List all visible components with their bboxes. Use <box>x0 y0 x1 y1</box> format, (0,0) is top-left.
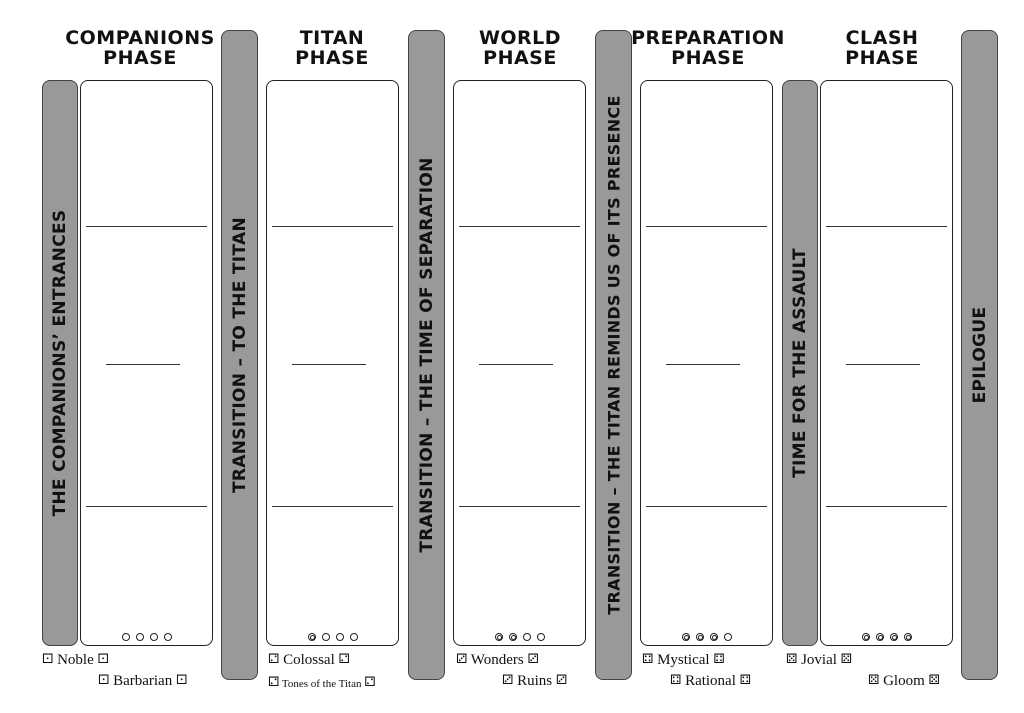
filled-circle-icon <box>903 633 912 641</box>
empty-circle-icon <box>149 633 158 641</box>
die-five-icon: ⚄ <box>868 673 880 688</box>
divider <box>666 364 740 365</box>
divider <box>272 226 393 227</box>
progress-circles <box>267 633 398 641</box>
tone-rational: ⚃ Rational ⚃ <box>670 673 751 689</box>
die-four-icon: ⚃ <box>713 652 725 667</box>
tone-jovial: ⚄ Jovial ⚄ <box>786 652 852 668</box>
empty-circle-icon <box>163 633 172 641</box>
phase-title-companions: Companions Phase <box>65 27 215 69</box>
panel-preparation <box>640 80 773 646</box>
tone-mystical: ⚃ Mystical ⚃ <box>642 652 725 668</box>
tone-ruins: ⚂ Ruins ⚂ <box>502 673 568 689</box>
filled-circle-icon <box>889 633 898 641</box>
die-two-icon: ⚁ <box>268 675 280 690</box>
die-two-icon: ⚁ <box>338 652 350 667</box>
tone-wonders: ⚂ Wonders ⚂ <box>456 652 539 668</box>
die-two-icon: ⚁ <box>268 652 280 667</box>
phase-title-clash: Clash Phase <box>845 27 919 69</box>
tone-colossal: ⚁ Colossal ⚁ <box>268 652 350 668</box>
empty-circle-icon <box>522 633 531 641</box>
die-four-icon: ⚃ <box>642 652 654 667</box>
empty-circle-icon <box>121 633 130 641</box>
bar-label: Epilogue <box>969 306 990 404</box>
divider <box>459 226 580 227</box>
filled-circle-icon <box>307 633 316 641</box>
die-five-icon: ⚄ <box>786 652 798 667</box>
divider <box>272 506 393 507</box>
divider <box>826 226 947 227</box>
bar-label: Time for the Assault <box>790 248 810 478</box>
divider <box>86 226 207 227</box>
phase-title-titan: Titan Phase <box>295 27 369 69</box>
progress-circles <box>641 633 772 641</box>
panel-clash <box>820 80 953 646</box>
divider <box>292 364 366 365</box>
die-three-icon: ⚂ <box>502 673 514 688</box>
divider <box>826 506 947 507</box>
die-five-icon: ⚄ <box>928 673 940 688</box>
empty-circle-icon <box>723 633 732 641</box>
bar-transition-separation: Transition – The Time of Separation <box>408 30 445 680</box>
divider <box>86 506 207 507</box>
bar-label: The Companions’ Entrances <box>50 209 70 517</box>
progress-circles <box>821 633 952 641</box>
panel-companions <box>80 80 213 646</box>
die-one-icon: ⚀ <box>97 652 109 667</box>
filled-circle-icon <box>709 633 718 641</box>
die-four-icon: ⚃ <box>670 673 682 688</box>
phase-title-world: World Phase <box>478 27 562 69</box>
die-three-icon: ⚂ <box>527 652 539 667</box>
empty-circle-icon <box>349 633 358 641</box>
filled-circle-icon <box>875 633 884 641</box>
tone-gloom: ⚄ Gloom ⚄ <box>868 673 940 689</box>
bar-label: Transition – To the Titan <box>229 217 250 493</box>
divider <box>646 226 767 227</box>
panel-titan <box>266 80 399 646</box>
filled-circle-icon <box>508 633 517 641</box>
progress-circles <box>454 633 585 641</box>
die-one-icon: ⚀ <box>98 673 110 688</box>
divider <box>106 364 180 365</box>
tone-noble: ⚀ Noble ⚀ <box>42 652 109 668</box>
filled-circle-icon <box>861 633 870 641</box>
progress-circles <box>81 633 212 641</box>
tone-tones-of-the-titan: ⚁ Tones of the Titan ⚁ <box>268 675 376 690</box>
bar-label: Transition – The Time of Separation <box>416 157 437 553</box>
divider <box>646 506 767 507</box>
die-two-icon: ⚁ <box>364 675 376 690</box>
die-five-icon: ⚄ <box>840 652 852 667</box>
empty-circle-icon <box>135 633 144 641</box>
divider <box>479 364 553 365</box>
die-four-icon: ⚃ <box>739 673 751 688</box>
tone-barbarian: ⚀ Barbarian ⚀ <box>98 673 188 689</box>
bar-time-for-assault: Time for the Assault <box>782 80 818 646</box>
filled-circle-icon <box>681 633 690 641</box>
filled-circle-icon <box>494 633 503 641</box>
panel-world <box>453 80 586 646</box>
die-three-icon: ⚂ <box>555 673 568 688</box>
bar-epilogue: Epilogue <box>961 30 998 680</box>
divider <box>459 506 580 507</box>
filled-circle-icon <box>695 633 704 641</box>
die-one-icon: ⚀ <box>42 652 54 667</box>
empty-circle-icon <box>321 633 330 641</box>
divider <box>846 364 920 365</box>
bar-label: Transition – The Titan reminds us of its… <box>604 95 623 615</box>
empty-circle-icon <box>335 633 344 641</box>
die-three-icon: ⚂ <box>456 652 468 667</box>
die-one-icon: ⚀ <box>175 673 188 688</box>
phase-title-preparation: Preparation Phase <box>631 27 785 69</box>
bar-transition-titan-presence: Transition – The Titan reminds us of its… <box>595 30 632 680</box>
bar-companions-entrances: The Companions’ Entrances <box>42 80 78 646</box>
bar-transition-to-titan: Transition – To the Titan <box>221 30 258 680</box>
empty-circle-icon <box>536 633 545 641</box>
